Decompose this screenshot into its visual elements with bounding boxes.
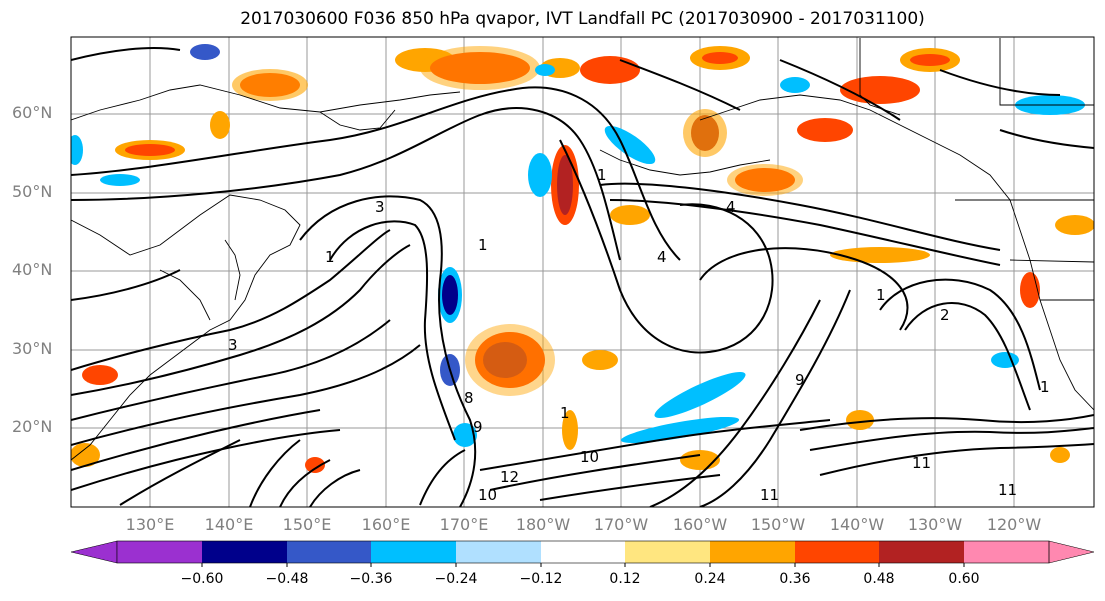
contour-label: 11 [912,454,931,472]
contour-label: 12 [500,468,519,486]
colorbar-tick-label: −0.60 [180,571,224,587]
colorbar-tick-label: 0.36 [779,571,811,587]
lat-label-30n: 30°N [12,339,53,358]
lon-label-130e: 130°E [125,515,175,534]
lat-label-50n: 50°N [12,182,53,201]
contour-label: 9 [795,371,805,389]
colorbar-segment [287,541,371,563]
colorbar-segment [964,541,1049,563]
contour-label: 11 [760,486,779,504]
lon-label-160w: 160°W [672,515,728,534]
colorbar-tick-label: −0.12 [519,571,563,587]
lon-label-120w: 120°W [986,515,1042,534]
contour-label: 10 [478,486,497,504]
colorbar-segment [710,541,795,563]
lon-label-170e: 170°E [439,515,489,534]
contour-label: 1 [1040,378,1050,396]
contour-label: 1 [560,404,570,422]
contour-label: 1 [325,248,335,266]
lon-label-130w: 130°W [907,515,963,534]
contour-label: 2 [940,306,950,324]
colorbar [70,540,1095,567]
lat-label-40n: 40°N [12,260,53,279]
map-plot-area: 1 1 3 4 4 3 1 8 9 1 9 11 11 1 2 1 12 10 … [71,37,1094,507]
lat-label-20n: 20°N [12,417,53,436]
colorbar-tick-label: 0.12 [609,571,641,587]
colorbar-tick-label: 0.48 [863,571,895,587]
coastlines [71,38,1094,461]
colorbar-low-extension [70,540,118,564]
colorbar-segment [625,541,710,563]
colorbar-segment [879,541,964,563]
lon-label-160e: 160°E [361,515,411,534]
contour-label: 1 [478,236,488,254]
colorbar-high-extension [1048,540,1095,564]
contour-label: 10 [580,448,599,466]
lon-label-140w: 140°W [829,515,885,534]
colorbar-segment [795,541,879,563]
colorbar-segment [117,541,202,563]
colorbar-tick-label: −0.48 [265,571,309,587]
figure-title: 2017030600 F036 850 hPa qvapor, IVT Land… [240,9,925,29]
colorbar-segment [371,541,456,563]
contour-label: 4 [726,198,736,216]
contour-label: 8 [464,389,474,407]
lon-label-150e: 150°E [282,515,332,534]
contour-label: 3 [375,198,385,216]
colorbar-tick-label: 0.24 [694,571,726,587]
contour-label: 9 [473,418,483,436]
map-frame [70,36,1095,508]
contour-labels: 1 1 3 4 4 3 1 8 9 1 9 11 11 1 2 1 12 10 … [228,166,1050,504]
contour-label: 1 [597,166,607,184]
ivt-contours [71,47,1094,507]
contour-label: 11 [998,481,1017,499]
lon-label-170w: 170°W [593,515,649,534]
contour-label: 1 [876,286,886,304]
lon-label-180w: 180°W [515,515,571,534]
shaded-anomalies [71,44,1094,473]
colorbar-segment [456,541,541,563]
contour-label: 3 [228,336,238,354]
colorbar-segment [202,541,287,563]
colorbar-tick-label: 0.60 [948,571,980,587]
colorbar-tick-label: −0.24 [434,571,478,587]
contour-label: 4 [657,248,667,266]
lon-label-150w: 150°W [750,515,806,534]
colorbar-segment [541,541,625,563]
lon-label-140e: 140°E [204,515,254,534]
lat-label-60n: 60°N [12,103,53,122]
colorbar-tick-label: −0.36 [349,571,393,587]
